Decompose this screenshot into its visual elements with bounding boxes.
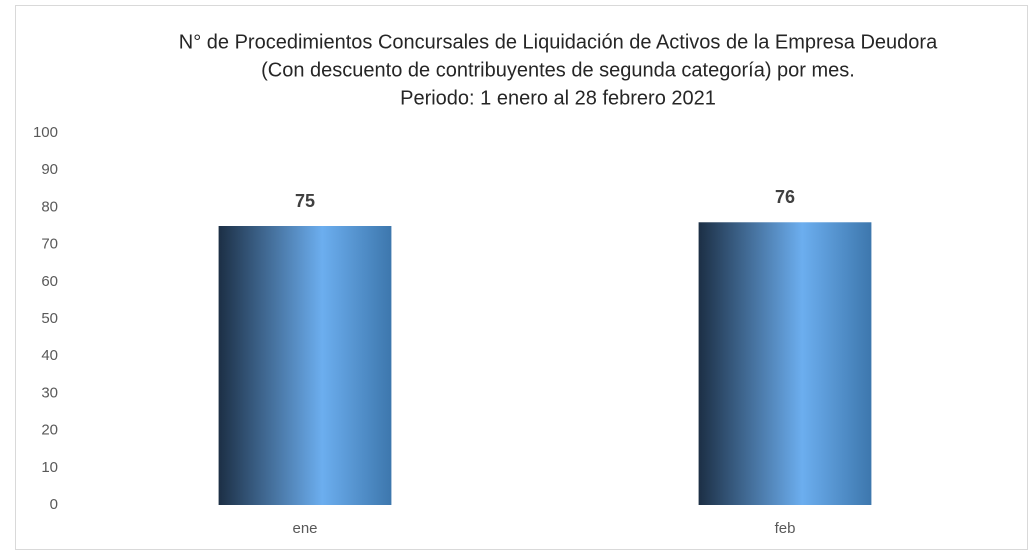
chart-subtitle: (Con descuento de contribuyentes de segu… bbox=[261, 59, 855, 81]
x-tick-label: ene bbox=[292, 520, 317, 537]
y-tick-label: 20 bbox=[41, 422, 58, 439]
chart-period: Periodo: 1 enero al 28 febrero 2021 bbox=[400, 87, 716, 109]
y-tick-label: 0 bbox=[50, 496, 58, 513]
bar bbox=[698, 222, 872, 505]
y-tick-label: 100 bbox=[33, 124, 58, 141]
y-tick-label: 90 bbox=[41, 161, 58, 178]
data-label: 75 bbox=[295, 191, 315, 211]
x-tick-label: feb bbox=[775, 520, 796, 537]
data-label: 76 bbox=[775, 187, 795, 207]
y-tick-label: 50 bbox=[41, 310, 58, 327]
chart-title: N° de Procedimientos Concursales de Liqu… bbox=[179, 31, 938, 53]
y-tick-label: 60 bbox=[41, 273, 58, 290]
y-tick-label: 40 bbox=[41, 347, 58, 364]
y-tick-label: 70 bbox=[41, 236, 58, 253]
y-tick-label: 80 bbox=[41, 198, 58, 215]
bar bbox=[218, 226, 392, 505]
y-tick-label: 30 bbox=[41, 384, 58, 401]
y-tick-label: 10 bbox=[41, 459, 58, 476]
